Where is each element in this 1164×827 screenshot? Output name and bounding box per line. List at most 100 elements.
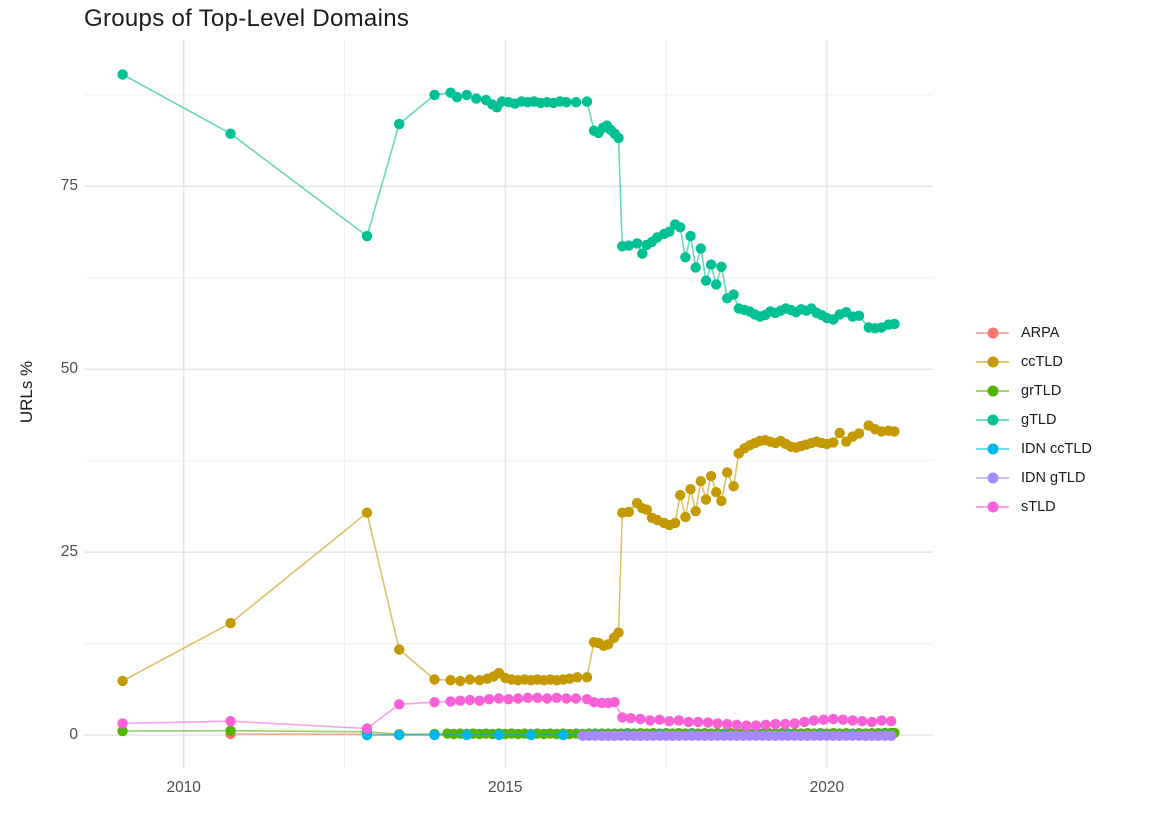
data-point-gtld	[561, 97, 572, 108]
data-point-stld	[588, 697, 600, 708]
data-point-stld	[760, 719, 771, 730]
data-point-stld	[683, 716, 694, 728]
data-point-stld	[673, 715, 685, 726]
legend-item-grtld: grTLD	[976, 380, 1092, 402]
data-point-stld	[512, 693, 524, 704]
data-point-stld	[664, 716, 675, 727]
legend-marker-icon	[976, 351, 1009, 373]
data-point-stld	[617, 712, 628, 723]
data-point-cctld	[641, 504, 652, 515]
data-point-stld	[789, 718, 800, 729]
legend-label: gTLD	[1021, 412, 1057, 428]
data-point-gtld	[429, 89, 440, 101]
data-point-gtld	[705, 259, 717, 270]
data-point-idn-cctld	[493, 729, 505, 741]
data-point-cctld	[623, 506, 634, 518]
data-point-stld	[644, 715, 656, 726]
data-point-gtld	[711, 279, 722, 290]
legend-marker-icon	[976, 380, 1009, 402]
data-point-stld	[818, 714, 829, 725]
data-point-cctld	[455, 675, 466, 687]
y-tick-label: 0	[69, 726, 78, 744]
data-point-idn-cctld	[394, 729, 405, 741]
legend-item-stld: sTLD	[976, 496, 1092, 518]
data-point-stld	[464, 694, 476, 706]
data-point-gtld	[637, 248, 648, 259]
data-point-stld	[455, 695, 466, 706]
data-point-cctld	[117, 675, 128, 687]
data-point-stld	[750, 720, 762, 731]
data-point-cctld	[834, 427, 845, 439]
data-point-stld	[712, 718, 723, 729]
x-tick-label: 2015	[488, 779, 523, 796]
legend-label: IDN gTLD	[1021, 470, 1086, 486]
legend: ARPA ccTLD grTLD gTLD IDN ccTLD IDN gTLD sTLD	[976, 322, 1092, 518]
data-point-gtld	[581, 96, 593, 107]
data-point-stld	[522, 692, 533, 703]
data-point-cctld	[225, 617, 236, 629]
data-point-gtld	[853, 310, 865, 321]
data-point-gtld	[471, 93, 482, 104]
legend-label: ccTLD	[1021, 354, 1063, 370]
y-tick-label: 50	[60, 360, 78, 378]
data-point-stld	[625, 713, 636, 724]
data-point-stld	[474, 695, 485, 706]
data-point-stld	[541, 693, 553, 704]
data-point-cctld	[429, 674, 440, 685]
data-point-cctld	[675, 489, 686, 501]
legend-marker-icon	[976, 322, 1009, 344]
data-point-gtld	[570, 97, 582, 108]
data-point-gtld	[685, 230, 696, 242]
data-point-cctld	[828, 437, 839, 448]
data-point-stld	[847, 715, 858, 726]
data-point-cctld	[680, 511, 691, 523]
legend-marker-icon	[976, 409, 1009, 431]
legend-label: IDN ccTLD	[1021, 441, 1092, 457]
data-point-stld	[702, 717, 714, 728]
data-point-stld	[561, 693, 572, 704]
legend-item-arpa: ARPA	[976, 322, 1092, 344]
legend-marker-icon	[976, 496, 1009, 518]
data-point-gtld	[700, 275, 712, 286]
data-point-stld	[635, 713, 646, 725]
data-point-stld	[654, 714, 665, 725]
data-point-stld	[493, 693, 505, 704]
data-point-stld	[799, 716, 810, 728]
data-point-cctld	[445, 675, 456, 686]
data-point-cctld	[728, 481, 739, 492]
legend-label: grTLD	[1021, 383, 1062, 399]
data-point-stld	[532, 692, 543, 703]
data-point-cctld	[361, 507, 373, 518]
data-point-stld	[876, 715, 887, 726]
data-point-stld	[225, 716, 236, 727]
data-point-gtld	[695, 243, 706, 254]
data-point-cctld	[669, 517, 681, 529]
series-line-cctld	[122, 424, 895, 682]
data-point-cctld	[853, 428, 865, 439]
legend-marker-icon	[976, 438, 1009, 460]
y-tick-label: 25	[60, 543, 78, 561]
data-point-cctld	[572, 672, 583, 683]
data-point-stld	[731, 719, 742, 730]
chart-title: Groups of Top-Level Domains	[84, 5, 410, 32]
data-point-stld	[779, 718, 791, 730]
data-point-cctld	[464, 674, 476, 685]
data-point-cctld	[700, 494, 712, 505]
data-point-gtld	[675, 222, 686, 233]
data-point-cctld	[690, 506, 701, 517]
data-point-stld	[693, 716, 704, 728]
data-point-cctld	[613, 627, 624, 638]
data-point-gtld	[361, 230, 373, 242]
legend-item-idn-gtld: IDN gTLD	[976, 467, 1092, 489]
x-tick-label: 2020	[809, 779, 845, 796]
data-point-stld	[722, 718, 733, 730]
data-point-stld	[886, 716, 897, 727]
data-point-cctld	[705, 470, 717, 482]
data-point-stld	[445, 696, 456, 707]
data-point-gtld	[117, 69, 128, 80]
data-point-cctld	[685, 484, 696, 495]
x-tick-label: 2010	[166, 779, 201, 796]
data-point-gtld	[631, 238, 643, 249]
data-point-gtld	[613, 132, 624, 144]
data-point-stld	[837, 714, 849, 725]
